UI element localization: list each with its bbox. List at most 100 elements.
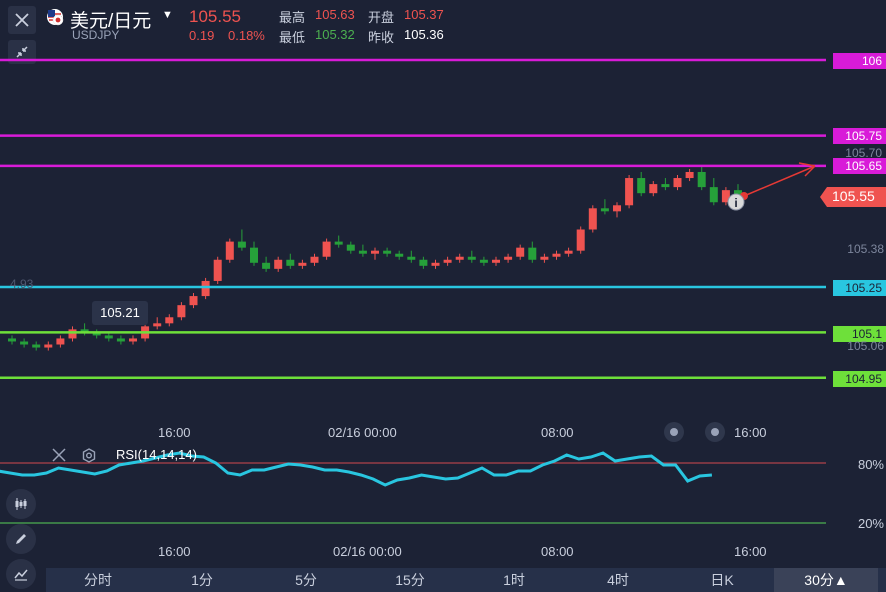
candle-body <box>177 305 186 318</box>
trend-arrow[interactable] <box>740 162 816 200</box>
candle-body <box>371 250 379 254</box>
price-level-106: 106 <box>833 53 886 69</box>
indicator-button[interactable] <box>6 489 36 519</box>
tab-4hour[interactable]: 4时 <box>607 572 629 588</box>
pair-code: USDJPY <box>72 28 120 42</box>
chevron-down-icon[interactable]: ▼ <box>162 9 173 21</box>
candle-body <box>358 250 367 254</box>
candlestick-series <box>8 165 742 351</box>
candle-body <box>129 338 137 342</box>
tab-15min[interactable]: 15分 <box>395 572 425 588</box>
timeframe-tabs: 分时 1分 5分 15分 1时 4时 日K 30分▲ <box>46 568 886 592</box>
price-level-105-65: 105.65 <box>833 158 886 174</box>
high-value: 105.63 <box>315 7 355 22</box>
high-label: 最高 <box>279 10 306 25</box>
gear-icon <box>82 448 96 463</box>
candle-body <box>673 178 682 188</box>
candle-body <box>600 208 609 212</box>
candle-body <box>20 341 29 345</box>
candle-body <box>613 205 621 212</box>
candle-body <box>322 241 331 257</box>
rsi-time-label-1: 16:00 <box>158 544 191 559</box>
candle-body <box>201 280 210 297</box>
candle-body <box>649 184 658 194</box>
candle-body <box>32 344 41 348</box>
candle-body <box>310 256 319 263</box>
rsi-lower-label: 20% <box>857 516 884 531</box>
axis-label-105-06: 105.06 <box>847 339 884 353</box>
candle-body <box>455 256 464 260</box>
candle-body <box>709 187 718 203</box>
tab-1hour[interactable]: 1时 <box>503 572 525 588</box>
tab-1min[interactable]: 1分 <box>191 572 213 588</box>
price-level-104-95: 104.95 <box>833 371 886 387</box>
time-nav-dot-right[interactable] <box>705 422 725 442</box>
candle-body <box>504 256 513 260</box>
candle-body <box>286 259 295 266</box>
info-marker-icon[interactable]: i <box>727 193 745 211</box>
time-nav-dot-left[interactable] <box>664 422 684 442</box>
candle-body <box>44 344 53 348</box>
candle-body <box>576 229 585 251</box>
rsi-time-label-4: 16:00 <box>734 544 767 559</box>
rsi-settings-button[interactable] <box>80 447 98 470</box>
rsi-label: RSI(14,14,14) <box>116 447 197 462</box>
price-level-105-25: 105.25 <box>833 280 886 296</box>
axis-label-105-38: 105.38 <box>847 242 884 256</box>
candle-body <box>237 241 246 248</box>
tab-30min[interactable]: 30分▲ <box>774 568 878 592</box>
line-chart-icon <box>14 569 28 581</box>
candle-body <box>213 259 222 281</box>
candle-body <box>721 190 730 203</box>
candle-body <box>492 259 500 263</box>
candle-body <box>734 190 742 197</box>
left-edge-label: 4.93 <box>10 277 34 291</box>
prev-close-label: 昨收 <box>368 30 395 45</box>
tab-daily[interactable]: 日K <box>710 572 734 588</box>
time-label-1: 16:00 <box>158 425 191 440</box>
draw-tool-button[interactable] <box>6 524 36 554</box>
price-change-pct: 0.18% <box>228 28 265 43</box>
candle-body <box>165 317 174 324</box>
close-icon <box>15 13 29 27</box>
tab-fenshi[interactable]: 分时 <box>84 572 112 588</box>
candle-body <box>528 247 537 260</box>
price-change: 0.19 <box>189 28 215 43</box>
candle-body <box>8 338 16 342</box>
price-level-105-75: 105.75 <box>833 128 886 144</box>
price-tooltip: 105.21 <box>92 301 148 325</box>
rsi-upper-label: 80% <box>857 457 884 472</box>
current-price-label: 105.55 <box>832 188 875 204</box>
close-icon <box>52 448 66 462</box>
candle-body <box>298 262 307 266</box>
horizontal-lines <box>0 58 826 380</box>
candle-body <box>80 329 89 333</box>
candle-body <box>625 178 634 206</box>
candle-body <box>419 259 428 266</box>
candle-body <box>225 241 234 260</box>
time-label-4: 16:00 <box>734 425 767 440</box>
candle-body <box>56 338 65 345</box>
close-button[interactable] <box>8 6 36 34</box>
us-flag-icon <box>46 8 64 26</box>
current-price-tag: 105.55 <box>820 187 886 207</box>
candle-body <box>104 335 113 339</box>
candle-body <box>637 178 646 194</box>
rsi-close-button[interactable] <box>51 447 67 468</box>
axis-label-105-70: 105.70 <box>845 146 882 160</box>
last-price: 105.55 <box>189 7 241 26</box>
pencil-icon <box>16 534 26 544</box>
candle-body <box>516 247 525 257</box>
time-label-2: 02/16 00:00 <box>328 425 397 440</box>
candle-body <box>564 250 573 254</box>
pair-title[interactable]: 美元/日元 <box>70 11 152 32</box>
tab-5min[interactable]: 5分 <box>295 572 317 588</box>
line-chart-button[interactable] <box>6 559 36 589</box>
svg-text:i: i <box>734 196 737 210</box>
candle-body <box>395 253 404 257</box>
candle-body <box>334 241 343 245</box>
rsi-time-label-3: 08:00 <box>541 544 574 559</box>
candle-body <box>697 171 706 188</box>
candle-body <box>588 208 597 230</box>
